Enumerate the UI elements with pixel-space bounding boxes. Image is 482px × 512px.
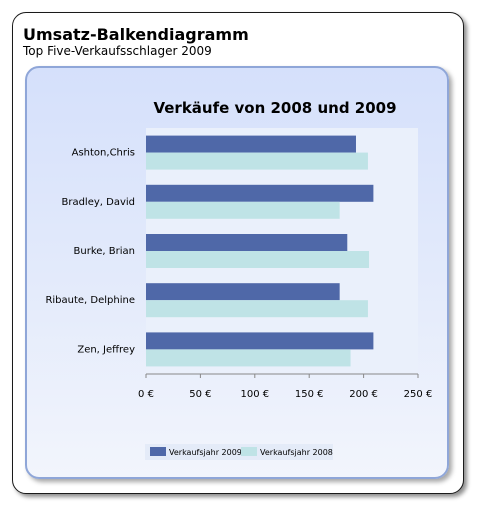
bar-2008-4 xyxy=(146,349,351,367)
legend-label-0: Verkaufsjahr 2009 xyxy=(169,448,242,457)
bar-2008-1 xyxy=(146,201,340,219)
category-label: Ashton,Chris xyxy=(72,148,135,159)
legend-label-1: Verkaufsjahr 2008 xyxy=(260,448,333,457)
category-label: Ribaute, Delphine xyxy=(45,295,135,306)
legend-swatch-0 xyxy=(150,447,166,456)
bar-2008-3 xyxy=(146,300,368,318)
x-tick-label: 0 € xyxy=(138,389,154,400)
bar-2008-2 xyxy=(146,251,370,268)
legend-swatch-1 xyxy=(241,447,257,456)
bar-2009-1 xyxy=(146,184,374,202)
chart-title: Verkäufe von 2008 und 2009 xyxy=(153,99,396,117)
category-label: Burke, Brian xyxy=(74,246,135,257)
bar-2009-3 xyxy=(146,283,340,301)
bar-2008-0 xyxy=(146,152,368,170)
x-tick-label: 100 € xyxy=(240,389,269,400)
category-label: Bradley, David xyxy=(61,197,135,208)
report-title: Umsatz-Balkendiagramm xyxy=(23,25,249,44)
bar-2009-0 xyxy=(146,135,356,153)
legend-box xyxy=(145,444,333,460)
x-tick-label: 200 € xyxy=(349,389,378,400)
x-tick-label: 150 € xyxy=(295,389,324,400)
bar-2009-4 xyxy=(146,332,374,350)
bar-2009-2 xyxy=(146,234,348,251)
report-subtitle: Top Five-Verkaufsschlager 2009 xyxy=(23,44,212,58)
x-tick-label: 50 € xyxy=(189,389,211,400)
category-label: Zen, Jeffrey xyxy=(77,344,135,355)
x-tick-label: 250 € xyxy=(404,389,433,400)
